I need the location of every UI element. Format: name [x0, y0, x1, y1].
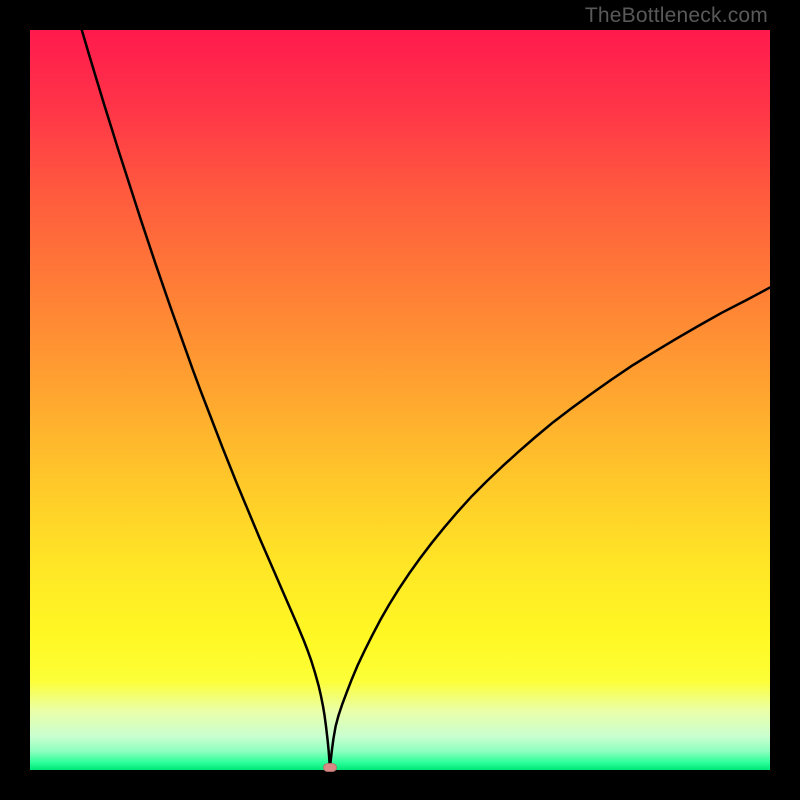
plot-area: [30, 30, 770, 770]
chart-frame: TheBottleneck.com: [0, 0, 800, 800]
curve-layer: [30, 30, 770, 770]
watermark-text: TheBottleneck.com: [585, 4, 768, 28]
min-marker: [323, 763, 337, 772]
bottleneck-curve: [82, 30, 770, 766]
